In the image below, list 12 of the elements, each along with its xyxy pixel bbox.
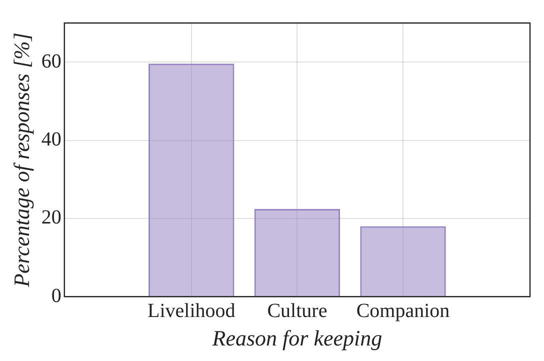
y-tick-label: 0 xyxy=(51,284,62,307)
x-axis-title: Reason for keeping xyxy=(211,326,382,351)
y-tick-label: 60 xyxy=(41,50,62,72)
x-tick-label: Culture xyxy=(267,300,328,322)
y-tick-label: 20 xyxy=(41,206,62,229)
bar xyxy=(148,64,234,296)
y-tick-label: 40 xyxy=(41,128,62,151)
y-axis-title: Percentage of responses [%] xyxy=(8,32,34,288)
x-tick-label: Livelihood xyxy=(148,300,236,322)
bar xyxy=(360,226,446,296)
x-tick-label: Companion xyxy=(356,300,450,322)
bar xyxy=(254,209,340,296)
